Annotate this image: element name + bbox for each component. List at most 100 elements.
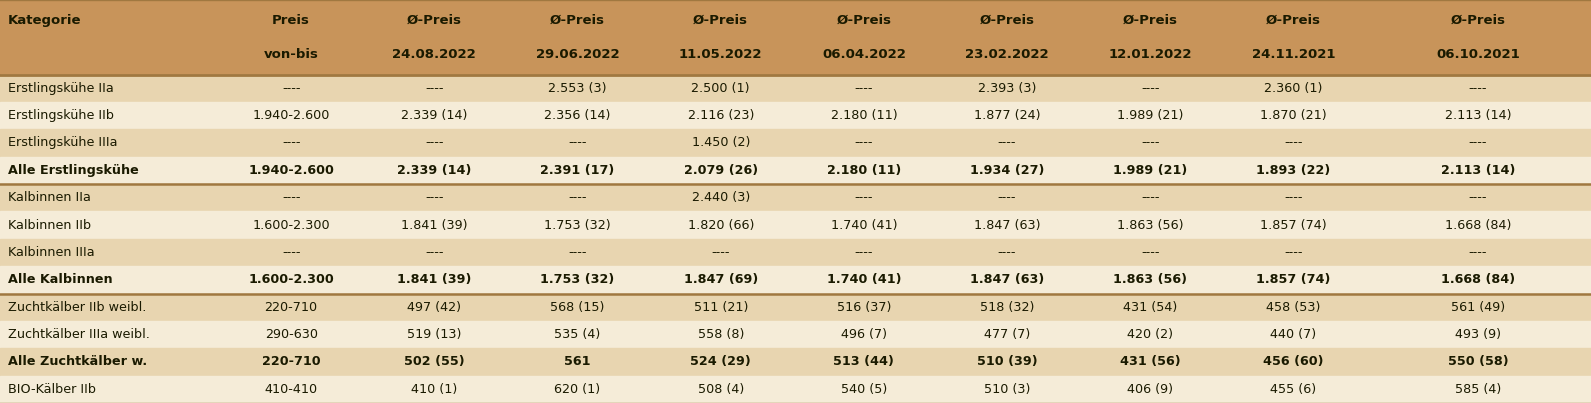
Bar [0,321,1591,348]
Bar [0,293,1591,321]
Text: 406 (9): 406 (9) [1128,383,1173,396]
Text: 1.863 (56): 1.863 (56) [1117,218,1184,232]
Text: 06.10.2021: 06.10.2021 [1437,48,1519,61]
Text: 540 (5): 540 (5) [840,383,888,396]
Text: 2.553 (3): 2.553 (3) [549,82,606,95]
Text: ----: ---- [854,191,873,204]
Text: 2.339 (14): 2.339 (14) [401,109,468,122]
Bar [0,212,1591,239]
Text: Alle Erstlingskühe: Alle Erstlingskühe [8,164,138,177]
Text: von-bis: von-bis [264,48,318,61]
Text: 1.934 (27): 1.934 (27) [971,164,1044,177]
Text: 1.740 (41): 1.740 (41) [827,273,901,287]
Text: Ø-Preis: Ø-Preis [1123,14,1177,27]
Text: 558 (8): 558 (8) [697,328,745,341]
Bar [0,376,1591,403]
Text: 1.989 (21): 1.989 (21) [1114,164,1187,177]
Bar [0,239,1591,266]
Text: 585 (4): 585 (4) [1454,383,1502,396]
Text: Kategorie: Kategorie [8,14,81,27]
Text: 2.440 (3): 2.440 (3) [692,191,749,204]
Text: Kalbinnen IIb: Kalbinnen IIb [8,218,91,232]
Text: ----: ---- [282,137,301,150]
Text: 420 (2): 420 (2) [1128,328,1173,341]
Text: 1.893 (22): 1.893 (22) [1257,164,1330,177]
Text: 456 (60): 456 (60) [1263,355,1324,368]
Text: Ø-Preis: Ø-Preis [1451,14,1505,27]
Text: Ø-Preis: Ø-Preis [837,14,891,27]
Text: 431 (54): 431 (54) [1123,301,1177,314]
Text: Zuchtkälber IIIa weibl.: Zuchtkälber IIIa weibl. [8,328,150,341]
Text: Ø-Preis: Ø-Preis [407,14,461,27]
Text: 510 (3): 510 (3) [983,383,1031,396]
Text: Kalbinnen IIa: Kalbinnen IIa [8,191,91,204]
Bar [0,266,1591,293]
Text: 06.04.2022: 06.04.2022 [823,48,905,61]
Text: 1.863 (56): 1.863 (56) [1114,273,1187,287]
Text: Alle Kalbinnen: Alle Kalbinnen [8,273,113,287]
Text: 511 (21): 511 (21) [694,301,748,314]
Text: 1.857 (74): 1.857 (74) [1260,218,1327,232]
Text: 1.870 (21): 1.870 (21) [1260,109,1327,122]
Text: Erstlingskühe IIb: Erstlingskühe IIb [8,109,115,122]
Text: Ø-Preis: Ø-Preis [980,14,1034,27]
Text: 1.668 (84): 1.668 (84) [1445,218,1511,232]
Text: 2.113 (14): 2.113 (14) [1445,109,1511,122]
Text: 1.847 (69): 1.847 (69) [684,273,757,287]
Text: 561 (49): 561 (49) [1451,301,1505,314]
Text: 1.668 (84): 1.668 (84) [1441,273,1515,287]
Bar [0,75,1591,102]
Text: 1.600-2.300: 1.600-2.300 [248,273,334,287]
Text: 1.753 (32): 1.753 (32) [544,218,611,232]
Text: 2.360 (1): 2.360 (1) [1265,82,1322,95]
Text: Ø-Preis: Ø-Preis [694,14,748,27]
Text: 497 (42): 497 (42) [407,301,461,314]
Text: 290-630: 290-630 [264,328,318,341]
Bar [0,102,1591,129]
Text: 496 (7): 496 (7) [842,328,886,341]
Text: 508 (4): 508 (4) [697,383,745,396]
Text: 431 (56): 431 (56) [1120,355,1181,368]
Text: 24.11.2021: 24.11.2021 [1252,48,1335,61]
Text: ----: ---- [1141,246,1160,259]
Text: 220-710: 220-710 [264,301,318,314]
Text: 620 (1): 620 (1) [555,383,600,396]
Text: 1.989 (21): 1.989 (21) [1117,109,1184,122]
Text: 1.740 (41): 1.740 (41) [831,218,897,232]
Text: ----: ---- [425,191,444,204]
Text: 11.05.2022: 11.05.2022 [679,48,762,61]
Text: Preis: Preis [272,14,310,27]
Text: ----: ---- [1468,246,1488,259]
Text: 2.500 (1): 2.500 (1) [692,82,749,95]
Text: 1.847 (63): 1.847 (63) [974,218,1041,232]
Text: 1.940-2.600: 1.940-2.600 [248,164,334,177]
Text: 24.08.2022: 24.08.2022 [393,48,476,61]
Text: ----: ---- [425,246,444,259]
Text: 2.079 (26): 2.079 (26) [684,164,757,177]
Text: Ø-Preis: Ø-Preis [550,14,605,27]
Text: 2.113 (14): 2.113 (14) [1441,164,1515,177]
Text: ----: ---- [1141,137,1160,150]
Text: 410 (1): 410 (1) [410,383,458,396]
Text: 561: 561 [565,355,590,368]
Text: Erstlingskühe IIIa: Erstlingskühe IIIa [8,137,118,150]
Text: ----: ---- [854,82,873,95]
Text: 2.180 (11): 2.180 (11) [827,164,901,177]
Bar [0,0,1591,75]
Text: 568 (15): 568 (15) [550,301,605,314]
Text: ----: ---- [282,191,301,204]
Text: 513 (44): 513 (44) [834,355,894,368]
Text: 410-410: 410-410 [264,383,318,396]
Text: 29.06.2022: 29.06.2022 [536,48,619,61]
Text: ----: ---- [1284,137,1303,150]
Text: ----: ---- [282,246,301,259]
Text: Ø-Preis: Ø-Preis [1266,14,1321,27]
Text: ----: ---- [568,246,587,259]
Text: ----: ---- [854,137,873,150]
Text: 1.600-2.300: 1.600-2.300 [253,218,329,232]
Bar [0,348,1591,376]
Text: 440 (7): 440 (7) [1271,328,1316,341]
Bar [0,129,1591,157]
Text: 1.450 (2): 1.450 (2) [692,137,749,150]
Text: 477 (7): 477 (7) [983,328,1031,341]
